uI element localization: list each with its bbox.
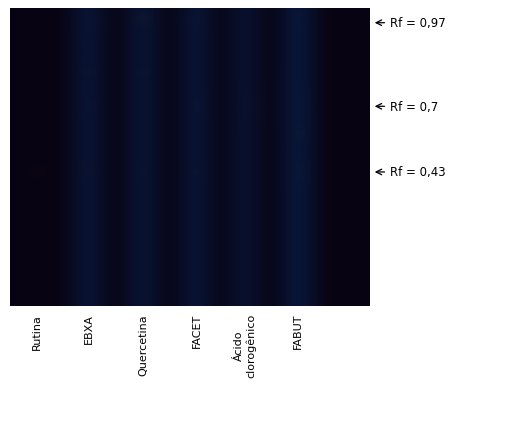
Text: Rutina: Rutina bbox=[32, 313, 42, 349]
Text: Rf = 0,7: Rf = 0,7 bbox=[390, 101, 438, 113]
Text: Rf = 0,43: Rf = 0,43 bbox=[390, 166, 445, 179]
Text: FACET: FACET bbox=[192, 313, 202, 347]
Text: Quercetina: Quercetina bbox=[138, 313, 148, 374]
Text: FABUT: FABUT bbox=[292, 313, 303, 349]
Text: Rf = 0,97: Rf = 0,97 bbox=[390, 17, 446, 30]
Text: EBXA: EBXA bbox=[84, 313, 94, 343]
Text: Ácido
clorogênico: Ácido clorogênico bbox=[234, 313, 256, 377]
